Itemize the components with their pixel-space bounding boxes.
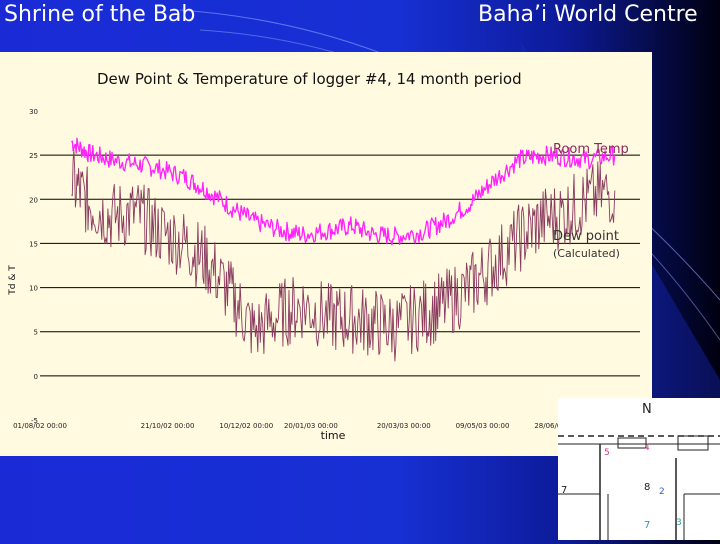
room-temp-series-line: [71, 137, 616, 246]
y-tick-label: 5: [34, 329, 38, 337]
x-tick-label: 10/12/02 00:00: [219, 422, 273, 430]
dewpoint-temperature-chart: Dew Point & Temperature of logger #4, 14…: [8, 70, 667, 442]
x-tick-label: 20/01/03 00:00: [284, 422, 338, 430]
chart-panel: Dew Point & Temperature of logger #4, 14…: [0, 52, 667, 456]
floor-plan-thumbnail: N 5 4 7 8 2 7 3: [558, 398, 720, 540]
y-tick-label: 30: [29, 108, 38, 116]
north-marker: N: [642, 402, 652, 417]
x-tick-label: 09/05/03 00:00: [456, 422, 510, 430]
dew-point-legend: Dew point: [553, 229, 619, 244]
chart-grid: [40, 154, 640, 377]
y-tick-label: 0: [34, 373, 38, 381]
plan-label-7b: 7: [644, 520, 650, 531]
x-axis-label: time: [321, 429, 346, 442]
plan-label-8: 8: [644, 482, 650, 493]
y-tick-label: 25: [29, 152, 38, 160]
chart-series: [71, 137, 616, 362]
y-tick-label: 10: [29, 285, 38, 293]
plan-label-4: 4: [644, 443, 650, 453]
y-tick-label: 20: [29, 196, 38, 204]
y-tick-label: -5: [31, 417, 38, 425]
x-tick-label: 01/08/02 00:00: [13, 422, 67, 430]
plan-label-2: 2: [659, 487, 665, 497]
room-temp-legend: Room Temp: [553, 142, 629, 157]
slide-title-left: Shrine of the Bab: [4, 2, 196, 27]
dew-point-sublabel: (Calculated): [553, 247, 620, 260]
x-tick-label: 20/03/03 00:00: [377, 422, 431, 430]
x-tick-label: 21/10/02 00:00: [141, 422, 195, 430]
y-tick-labels: 30 25 20 15 10 5 0 -5: [29, 108, 38, 425]
y-axis-label: Td & T: [8, 265, 18, 296]
floor-plan-drawing: N 5 4 7 8 2 7 3: [558, 402, 720, 540]
chart-title: Dew Point & Temperature of logger #4, 14…: [97, 70, 522, 88]
plan-label-5: 5: [604, 448, 610, 458]
plan-label-7a: 7: [561, 485, 567, 496]
plan-label-3: 3: [676, 518, 682, 528]
y-tick-label: 15: [29, 240, 38, 248]
dew-point-series-line: [71, 149, 616, 362]
slide-title-right: Baha’i World Centre: [478, 2, 698, 27]
